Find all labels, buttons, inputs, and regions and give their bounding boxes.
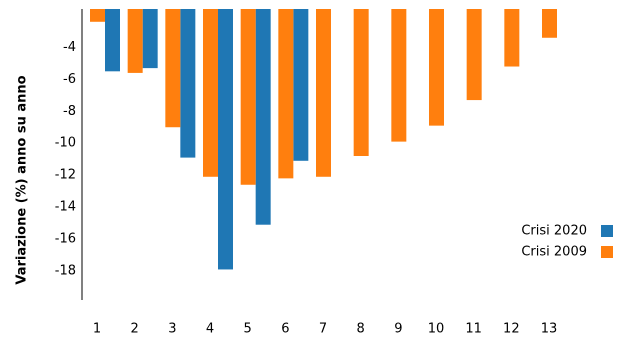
y-tick-label: -12	[55, 168, 76, 183]
legend-label: Crisi 2009	[521, 245, 587, 260]
x-tick-label: 6	[281, 322, 289, 337]
bar	[240, 9, 256, 185]
bar	[180, 9, 196, 158]
legend-swatch	[601, 225, 613, 237]
x-tick-label: 5	[244, 322, 252, 337]
y-axis-label: Variazione (%) anno su anno	[15, 75, 30, 284]
bar	[542, 9, 557, 38]
y-tick-label: -18	[55, 264, 76, 279]
bar	[165, 9, 181, 128]
bar	[105, 9, 120, 72]
x-tick-label: 13	[541, 322, 558, 337]
x-tick-label: 9	[394, 322, 402, 337]
x-tick-label: 3	[168, 322, 176, 337]
y-tick-label: -10	[55, 136, 76, 151]
x-tick-label: 8	[357, 322, 365, 337]
y-tick-label: -16	[55, 232, 76, 247]
bar	[293, 9, 309, 161]
y-tick-label: -8	[63, 104, 76, 119]
bar	[278, 9, 294, 179]
bar	[203, 9, 218, 177]
legend-swatch	[601, 246, 613, 258]
bar	[353, 9, 369, 156]
bar	[127, 9, 143, 73]
x-tick-label: 2	[131, 322, 139, 337]
bar	[218, 9, 233, 270]
bar	[429, 9, 444, 126]
x-tick-label: 4	[206, 322, 214, 337]
x-tick-label: 1	[93, 322, 101, 337]
y-tick-label: -4	[63, 40, 76, 55]
y-tick-label: -14	[55, 200, 76, 215]
x-tick-label: 7	[319, 322, 327, 337]
bar	[466, 9, 482, 101]
bar	[316, 9, 331, 177]
bar	[504, 9, 520, 67]
legend-label: Crisi 2020	[521, 224, 587, 239]
x-tick-label: 10	[428, 322, 445, 337]
y-tick-label: -6	[63, 72, 76, 87]
bar	[391, 9, 407, 142]
bar	[142, 9, 158, 69]
x-tick-label: 11	[465, 322, 482, 337]
bar	[255, 9, 271, 225]
bar	[90, 9, 105, 22]
x-tick-label: 12	[503, 322, 520, 337]
